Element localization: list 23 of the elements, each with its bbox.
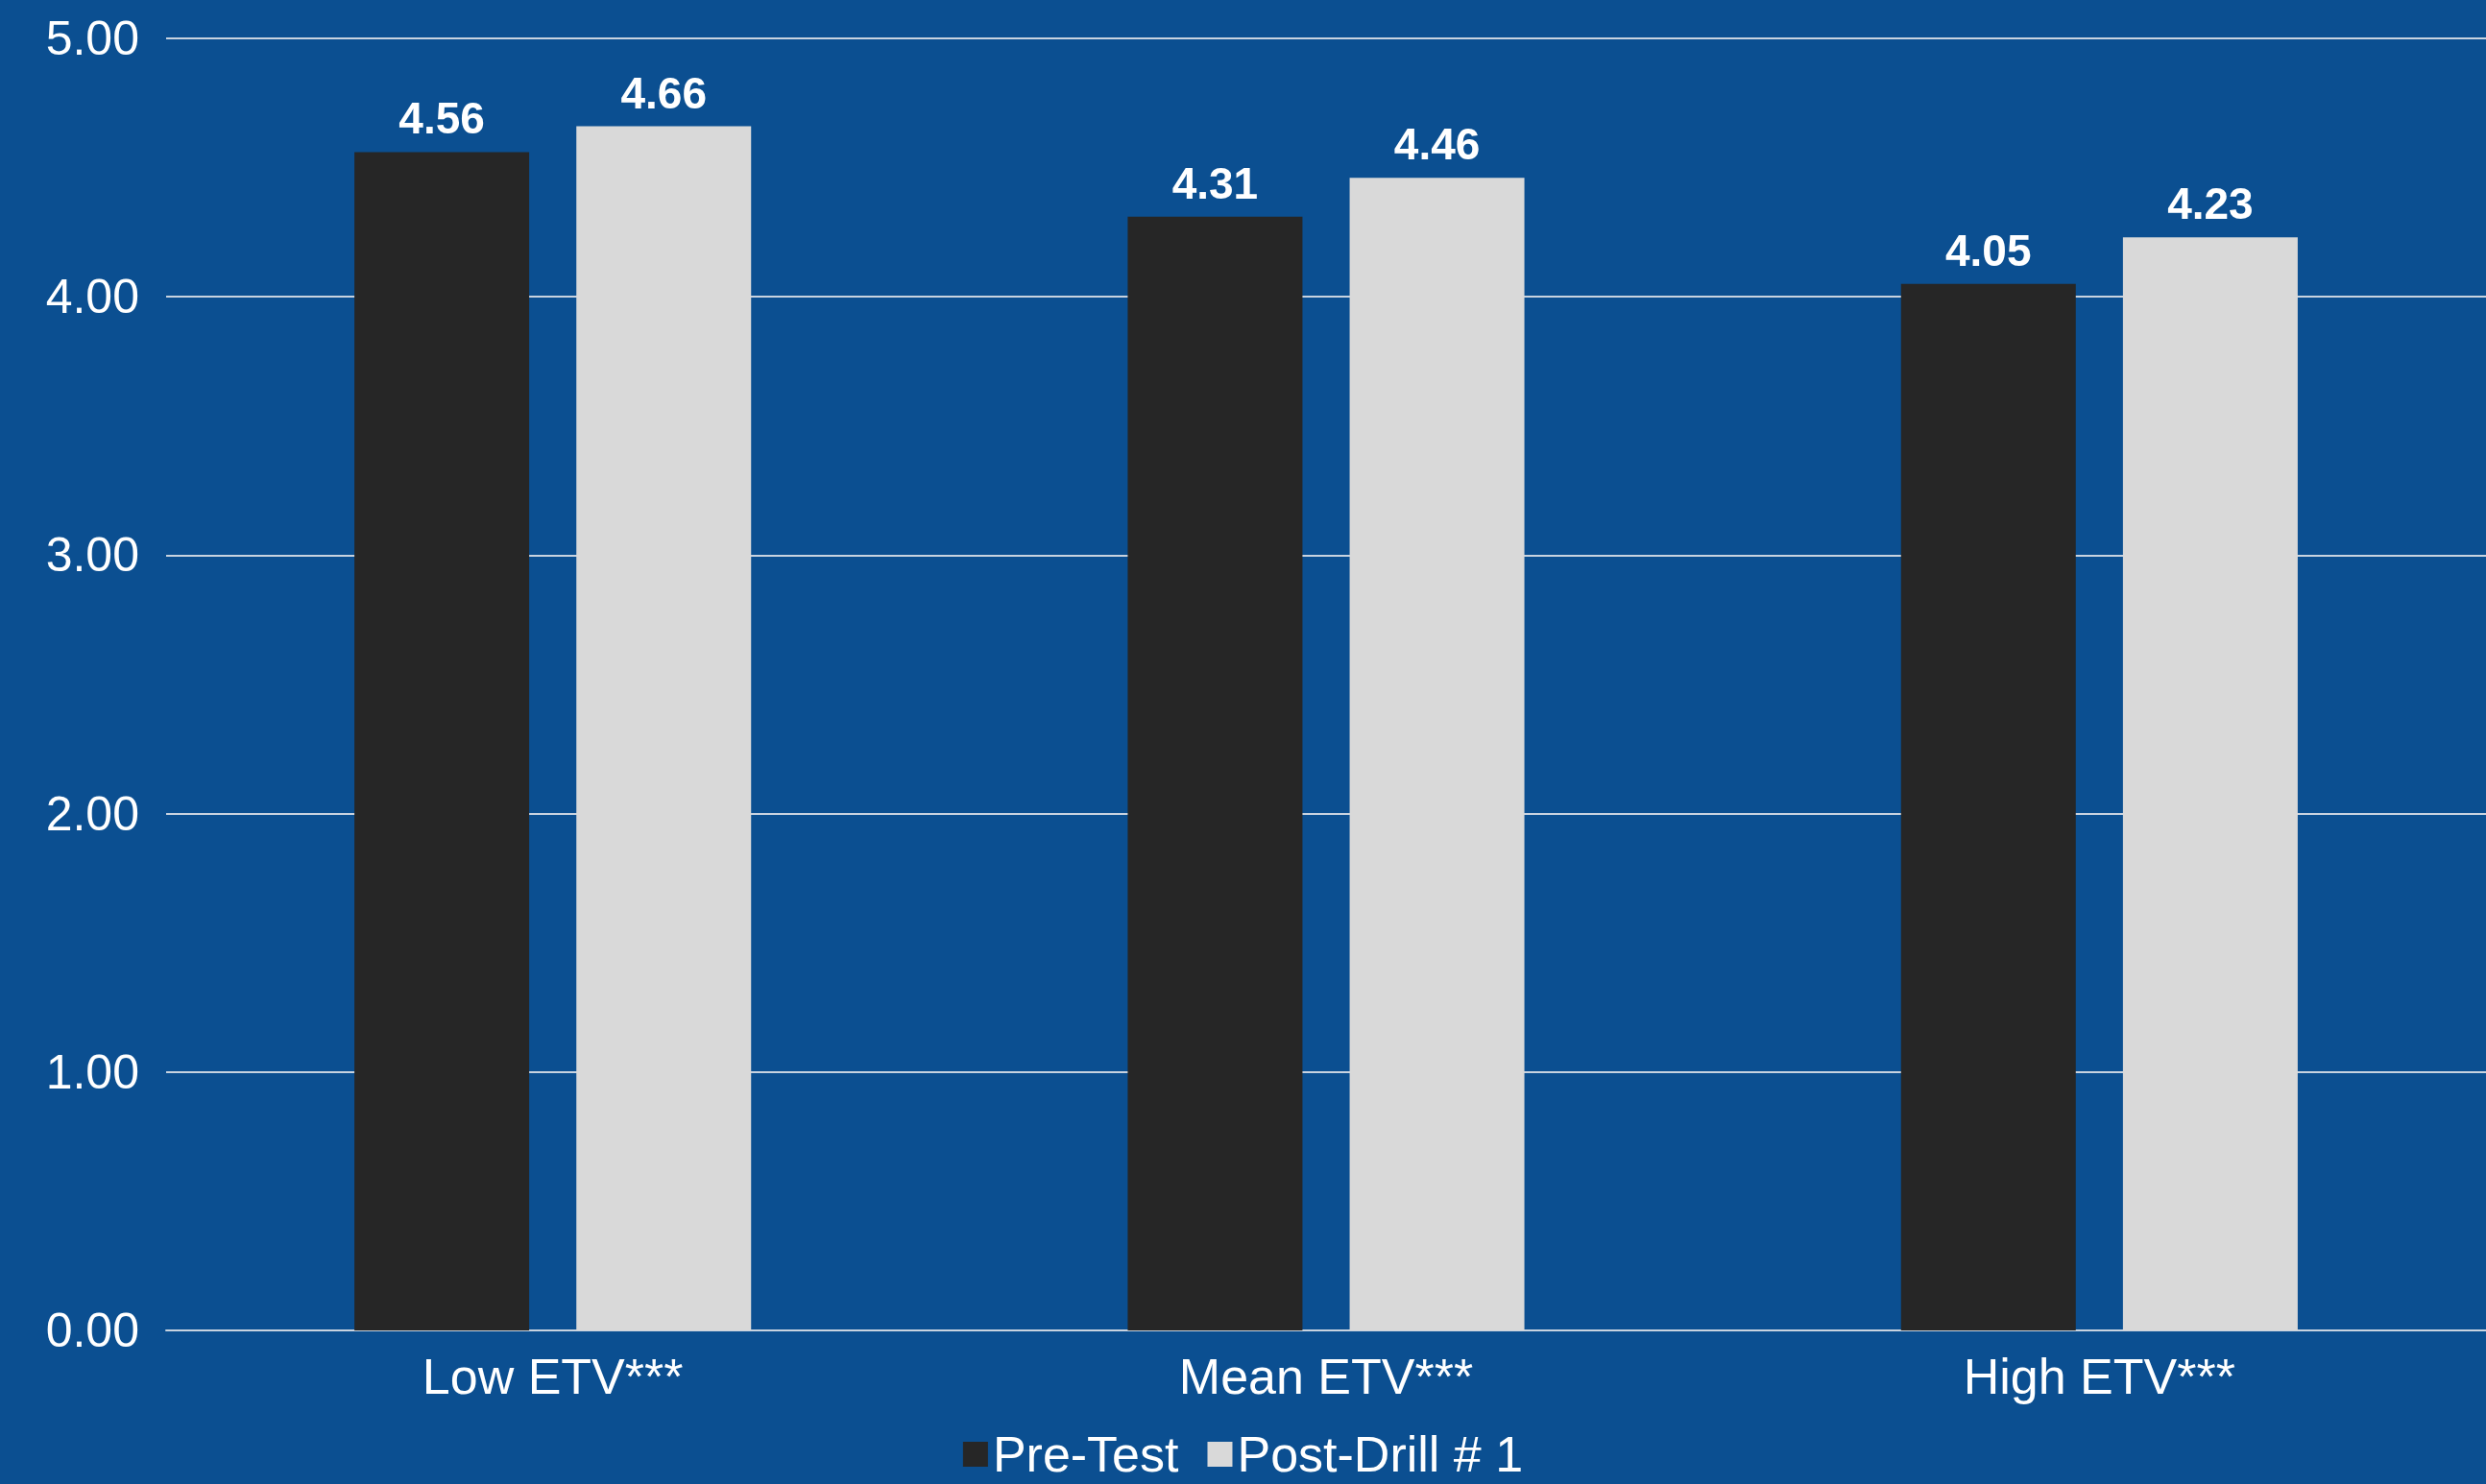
- y-tick-label: 5.00: [45, 12, 139, 65]
- x-tick-label: High ETV***: [1963, 1349, 2235, 1404]
- bar: [1900, 283, 2076, 1330]
- y-tick-label: 4.00: [45, 270, 139, 324]
- y-tick-label: 1.00: [45, 1044, 139, 1099]
- legend-label: Pre-Test: [992, 1426, 1180, 1482]
- y-tick-label: 0.00: [45, 1304, 139, 1357]
- x-tick-label: Mean ETV***: [1178, 1349, 1474, 1404]
- data-label: 4.56: [398, 93, 485, 144]
- bar: [354, 152, 530, 1330]
- bar: [2122, 237, 2298, 1330]
- bar: [1127, 216, 1303, 1330]
- y-tick-label: 2.00: [45, 786, 139, 841]
- data-label: 4.66: [620, 67, 707, 118]
- legend-label: Post-Drill # 1: [1237, 1426, 1524, 1482]
- data-label: 4.31: [1171, 157, 1259, 208]
- bar: [576, 126, 752, 1330]
- x-tick-label: Low ETV***: [422, 1349, 684, 1404]
- data-label: 4.46: [1393, 119, 1481, 170]
- y-tick-label: 3.00: [45, 528, 139, 583]
- data-label: 4.05: [1945, 225, 2032, 275]
- bar: [1349, 178, 1525, 1330]
- data-label: 4.23: [2167, 179, 2254, 229]
